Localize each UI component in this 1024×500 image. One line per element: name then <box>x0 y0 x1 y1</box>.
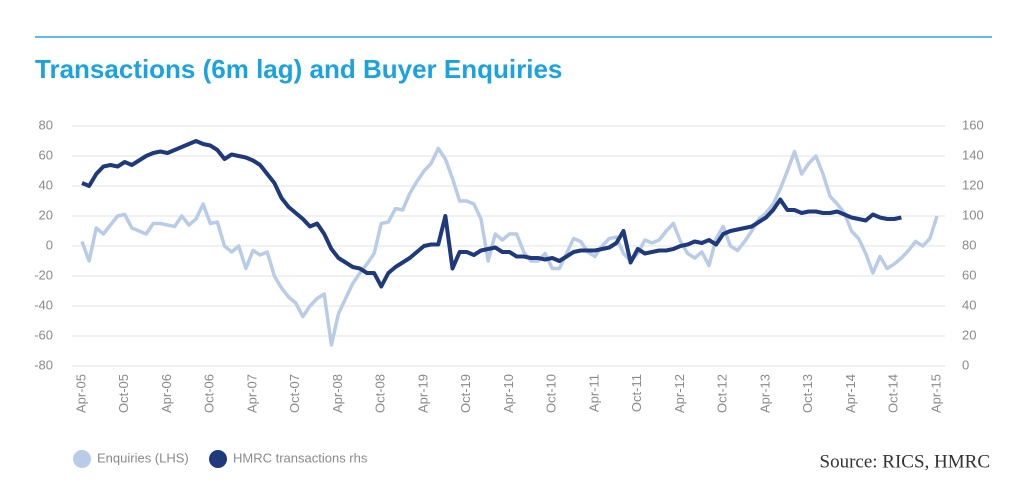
series-line <box>80 146 939 347</box>
x-tick-label: Oct-14 <box>886 374 901 413</box>
x-tick-label: Oct-12 <box>715 374 730 413</box>
x-tick-label: Oct-19 <box>458 374 473 413</box>
x-tick-label: Apr-19 <box>415 374 430 413</box>
y2-tick-label: 120 <box>962 177 984 192</box>
y2-tick-label: 20 <box>962 327 976 342</box>
x-tick-label: Apr-15 <box>928 374 943 413</box>
x-tick-label: Oct-08 <box>373 374 388 413</box>
series-line <box>81 139 902 289</box>
y-tick-label: 60 <box>39 147 53 162</box>
x-tick-label: Oct-11 <box>629 374 644 412</box>
legend-label: HMRC transactions rhs <box>233 450 368 465</box>
y2-tick-label: 0 <box>962 357 969 372</box>
x-tick-label: Apr-11 <box>586 374 601 412</box>
x-tick-label: Apr-08 <box>330 374 345 413</box>
y2-tick-label: 60 <box>962 267 976 282</box>
x-tick-label: Apr-07 <box>244 374 259 413</box>
y-tick-label: 0 <box>46 237 53 252</box>
x-tick-label: Oct-05 <box>116 374 131 413</box>
y-tick-label: 40 <box>39 177 53 192</box>
x-tick-label: Oct-10 <box>544 374 559 413</box>
x-tick-label: Apr-12 <box>672 374 687 413</box>
x-tick-label: Apr-10 <box>501 374 516 413</box>
x-tick-label: Apr-06 <box>159 374 174 413</box>
x-tick-label: Apr-05 <box>73 374 88 413</box>
y2-tick-label: 100 <box>962 207 984 222</box>
x-tick-label: Apr-14 <box>843 374 858 413</box>
y-tick-label: -60 <box>34 327 53 342</box>
y-tick-label: -20 <box>34 267 53 282</box>
y-tick-label: 20 <box>39 207 53 222</box>
x-tick-label: Oct-07 <box>287 374 302 413</box>
x-tick-label: Oct-06 <box>202 374 217 413</box>
y-tick-label: -40 <box>34 297 53 312</box>
x-tick-label: Oct-13 <box>800 374 815 413</box>
x-tick-label: Apr-13 <box>757 374 772 413</box>
y-tick-label: 80 <box>39 117 53 132</box>
y-tick-label: -80 <box>34 357 53 372</box>
chart-title: Transactions (6m lag) and Buyer Enquirie… <box>35 54 562 84</box>
source: Source: RICS, HMRC <box>820 451 991 472</box>
y2-tick-label: 160 <box>962 117 984 132</box>
legend-swatch <box>209 450 227 468</box>
y2-tick-label: 140 <box>962 147 984 162</box>
legend-swatch <box>73 450 91 468</box>
y2-tick-label: 80 <box>962 237 976 252</box>
legend-label: Enquiries (LHS) <box>97 450 189 465</box>
y2-tick-label: 40 <box>962 297 976 312</box>
